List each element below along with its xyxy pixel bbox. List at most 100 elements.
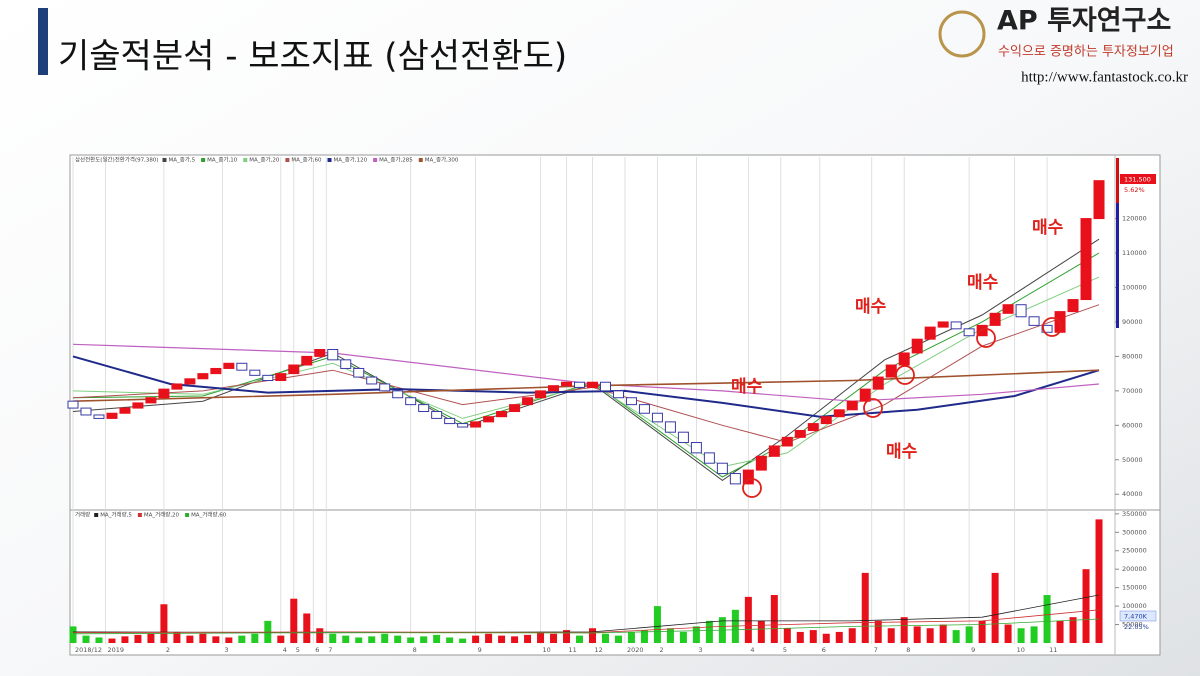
brick xyxy=(223,362,235,369)
price-bar-low xyxy=(1116,203,1119,328)
x-tick-label: 9 xyxy=(971,646,975,654)
volume-bar xyxy=(601,633,609,643)
brick xyxy=(911,338,923,354)
brick xyxy=(833,409,845,418)
brick xyxy=(405,397,417,406)
brick xyxy=(807,423,819,431)
annotation: 매수 xyxy=(855,297,887,317)
brick xyxy=(353,367,365,378)
volume-bar xyxy=(796,631,804,643)
brick xyxy=(781,436,793,447)
brick xyxy=(1015,304,1027,318)
ma-line xyxy=(72,618,1100,635)
volume-bar xyxy=(887,628,895,643)
highlight-circle xyxy=(863,398,883,418)
brick xyxy=(249,369,261,376)
highlight-circle xyxy=(742,478,762,498)
legend-label: MA_종가,20 xyxy=(249,156,280,164)
legend-label: MA_종가,60 xyxy=(291,156,322,164)
volume-bar xyxy=(809,630,817,643)
legend-swatch xyxy=(418,158,423,162)
volume-bar xyxy=(368,636,376,643)
brick xyxy=(638,404,650,414)
legend-title: 거래량 xyxy=(75,511,90,519)
y-tick-label: 200000 xyxy=(1122,565,1147,573)
y-tick-label: 100000 xyxy=(1122,283,1147,291)
brick xyxy=(651,412,663,423)
brick xyxy=(1093,180,1105,220)
y-tick-label: 50000 xyxy=(1122,456,1143,464)
legend-label: MA_거래량,60 xyxy=(191,511,227,519)
logo-name: AP 투자연구소 xyxy=(997,6,1171,37)
volume-bar xyxy=(277,635,285,643)
volume-bar xyxy=(1082,569,1090,643)
x-tick-label: 5 xyxy=(296,646,300,654)
brick xyxy=(677,431,689,444)
brick xyxy=(483,416,495,423)
brick xyxy=(470,421,482,428)
volume-bar xyxy=(835,631,843,643)
x-tick-label: 8 xyxy=(906,646,910,654)
legend-label: MA_종가,300 xyxy=(425,156,459,164)
volume-bar xyxy=(952,630,960,643)
volume-bar xyxy=(757,620,765,643)
x-tick-label: 10 xyxy=(543,646,551,654)
legend-swatch xyxy=(327,158,332,162)
brick xyxy=(1002,304,1014,314)
brick xyxy=(950,321,962,330)
volume-bar xyxy=(1056,620,1064,643)
brick xyxy=(509,404,521,413)
volume-bar xyxy=(147,633,155,643)
legend-title: 삼선전환도(일간)전환가격(97,380) xyxy=(75,156,159,164)
brick xyxy=(1041,324,1053,333)
y-tick-label: 350000 xyxy=(1122,510,1147,518)
volume-bar xyxy=(926,628,934,643)
volume-bar xyxy=(498,635,506,643)
brick xyxy=(392,390,404,399)
brick xyxy=(93,414,105,419)
brick xyxy=(599,381,611,392)
brick xyxy=(431,411,443,419)
brick xyxy=(145,397,157,404)
legend-swatch xyxy=(243,158,248,162)
x-tick-label: 11 xyxy=(1049,646,1057,654)
volume-bar xyxy=(744,596,752,643)
brick xyxy=(768,445,780,457)
brick xyxy=(872,376,884,390)
brick xyxy=(535,390,547,399)
volume-bar xyxy=(108,638,116,643)
brick xyxy=(885,364,897,378)
annotation: 매수 xyxy=(886,442,918,462)
brick xyxy=(729,473,741,485)
volume-bar xyxy=(563,630,571,643)
volume-bar xyxy=(381,633,389,643)
volume-bar xyxy=(407,637,415,643)
brick xyxy=(444,417,456,425)
volume-bar xyxy=(1095,519,1103,643)
x-tick-label: 4 xyxy=(283,646,287,654)
legend-label: MA_종가,120 xyxy=(334,156,368,164)
brick xyxy=(690,442,702,454)
price-tag: 131,500 xyxy=(1124,176,1151,184)
volume-bar xyxy=(783,628,791,643)
x-tick-label: 8 xyxy=(413,646,417,654)
brick xyxy=(67,400,79,409)
ma-line xyxy=(72,609,1100,634)
volume-bar xyxy=(1069,617,1077,643)
brick xyxy=(755,455,767,471)
brick xyxy=(119,407,131,414)
x-tick-label: 6 xyxy=(822,646,826,654)
volume-bar xyxy=(355,637,363,643)
y-tick-label: 300000 xyxy=(1122,528,1147,536)
y-tick-label: 110000 xyxy=(1122,249,1147,257)
x-tick-label: 9 xyxy=(478,646,482,654)
x-tick-label: 3 xyxy=(224,646,228,654)
legend-swatch xyxy=(285,158,290,162)
legend-label: MA_거래량,20 xyxy=(144,511,180,519)
x-tick-label: 6 xyxy=(315,646,319,654)
volume-bar xyxy=(861,572,869,643)
highlight-circle xyxy=(895,365,915,385)
volume-bar xyxy=(913,626,921,643)
brick xyxy=(340,359,352,369)
brick xyxy=(275,373,287,382)
